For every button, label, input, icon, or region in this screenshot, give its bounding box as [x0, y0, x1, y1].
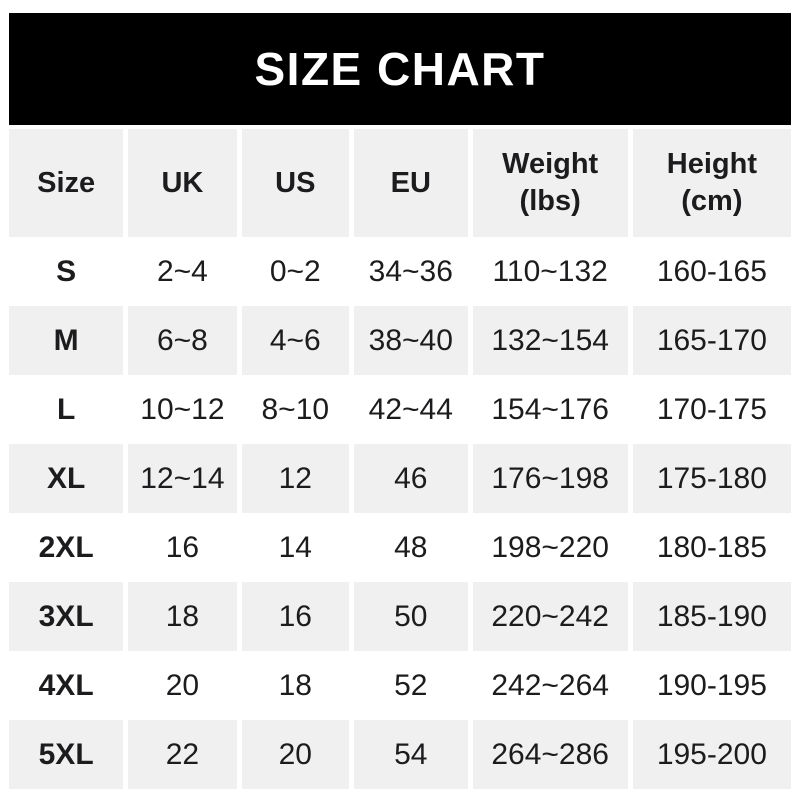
- cell-weight_lbs: 154~176: [472, 375, 628, 444]
- cell-size: L: [9, 375, 124, 444]
- column-header-us: US: [241, 129, 350, 237]
- table-header: Size UK US EU Weight (lbs) Height (cm): [9, 129, 791, 237]
- cell-uk: 2~4: [128, 237, 237, 306]
- cell-size: 5XL: [9, 720, 124, 789]
- size-chart-banner: SIZE CHART: [9, 13, 791, 125]
- size-row-5XL: 5XL 22 20 54 264~286 195-200: [9, 720, 791, 789]
- size-row-M: M 6~8 4~6 38~40 132~154 165-170: [9, 306, 791, 375]
- cell-height_cm: 180-185: [632, 513, 791, 582]
- cell-us: 16: [241, 582, 350, 651]
- cell-height_cm: 175-180: [632, 444, 791, 513]
- cell-uk: 18: [128, 582, 237, 651]
- cell-eu: 50: [354, 582, 468, 651]
- cell-weight_lbs: 264~286: [472, 720, 628, 789]
- column-header-eu: EU: [354, 129, 468, 237]
- cell-eu: 48: [354, 513, 468, 582]
- cell-size: S: [9, 237, 124, 306]
- size-row-XL: XL 12~14 12 46 176~198 175-180: [9, 444, 791, 513]
- cell-us: 14: [241, 513, 350, 582]
- column-header-height_cm-unit: (cm): [681, 185, 743, 217]
- cell-eu: 34~36: [354, 237, 468, 306]
- size-row-2XL: 2XL 16 14 48 198~220 180-185: [9, 513, 791, 582]
- column-header-height_cm: Height (cm): [632, 129, 791, 237]
- cell-uk: 12~14: [128, 444, 237, 513]
- size-row-3XL: 3XL 18 16 50 220~242 185-190: [9, 582, 791, 651]
- cell-us: 8~10: [241, 375, 350, 444]
- column-header-weight_lbs-unit: (lbs): [519, 185, 581, 217]
- cell-eu: 42~44: [354, 375, 468, 444]
- column-header-uk: UK: [128, 129, 237, 237]
- cell-size: 2XL: [9, 513, 124, 582]
- size-chart-table: Size UK US EU Weight (lbs) Height (cm) S 2~4 0~2 3…: [4, 129, 796, 789]
- cell-size: XL: [9, 444, 124, 513]
- cell-us: 12: [241, 444, 350, 513]
- cell-height_cm: 165-170: [632, 306, 791, 375]
- cell-size: M: [9, 306, 124, 375]
- cell-us: 18: [241, 651, 350, 720]
- cell-uk: 16: [128, 513, 237, 582]
- cell-weight_lbs: 198~220: [472, 513, 628, 582]
- cell-uk: 6~8: [128, 306, 237, 375]
- cell-weight_lbs: 220~242: [472, 582, 628, 651]
- cell-eu: 38~40: [354, 306, 468, 375]
- cell-size: 3XL: [9, 582, 124, 651]
- cell-weight_lbs: 176~198: [472, 444, 628, 513]
- cell-weight_lbs: 110~132: [472, 237, 628, 306]
- size-row-4XL: 4XL 20 18 52 242~264 190-195: [9, 651, 791, 720]
- cell-uk: 10~12: [128, 375, 237, 444]
- cell-height_cm: 185-190: [632, 582, 791, 651]
- cell-uk: 22: [128, 720, 237, 789]
- cell-weight_lbs: 132~154: [472, 306, 628, 375]
- cell-uk: 20: [128, 651, 237, 720]
- column-header-weight_lbs: Weight (lbs): [472, 129, 628, 237]
- cell-height_cm: 190-195: [632, 651, 791, 720]
- size-row-S: S 2~4 0~2 34~36 110~132 160-165: [9, 237, 791, 306]
- cell-eu: 46: [354, 444, 468, 513]
- cell-us: 4~6: [241, 306, 350, 375]
- size-row-L: L 10~12 8~10 42~44 154~176 170-175: [9, 375, 791, 444]
- header-row: Size UK US EU Weight (lbs) Height (cm): [9, 129, 791, 237]
- cell-weight_lbs: 242~264: [472, 651, 628, 720]
- cell-size: 4XL: [9, 651, 124, 720]
- cell-us: 20: [241, 720, 350, 789]
- table-body: S 2~4 0~2 34~36 110~132 160-165 M 6~8 4~6 38~40 13…: [9, 237, 791, 789]
- column-header-size: Size: [9, 129, 124, 237]
- cell-height_cm: 160-165: [632, 237, 791, 306]
- cell-height_cm: 195-200: [632, 720, 791, 789]
- cell-height_cm: 170-175: [632, 375, 791, 444]
- cell-eu: 52: [354, 651, 468, 720]
- size-chart-title: SIZE CHART: [254, 43, 546, 95]
- cell-eu: 54: [354, 720, 468, 789]
- size-chart-table-container: Size UK US EU Weight (lbs) Height (cm) S 2~4 0~2 3…: [0, 129, 800, 789]
- cell-us: 0~2: [241, 237, 350, 306]
